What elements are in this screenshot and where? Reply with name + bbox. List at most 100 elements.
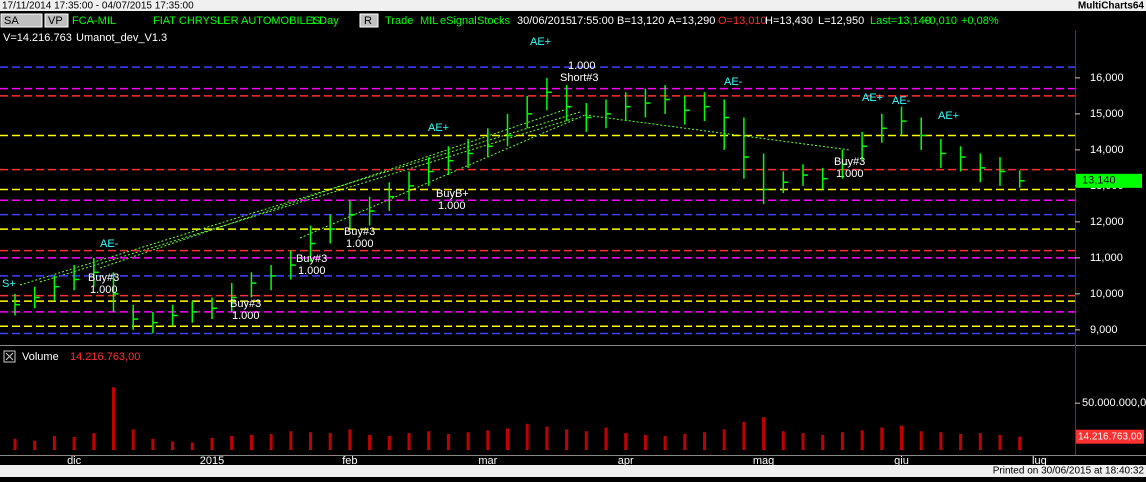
volume-bar xyxy=(624,433,628,450)
volume-bar xyxy=(683,434,687,450)
volume-bar xyxy=(584,431,588,450)
toolbar-button[interactable] xyxy=(0,13,43,28)
x-tick-label: dic xyxy=(67,455,82,467)
volume-bar xyxy=(840,432,844,450)
volume-bar xyxy=(427,431,431,450)
x-tick-label: mar xyxy=(478,455,497,467)
volume-bar xyxy=(959,434,963,450)
annotation: AE+ xyxy=(428,122,449,134)
volume-bar xyxy=(801,433,805,450)
volume-bar xyxy=(368,435,372,450)
volume-bar xyxy=(1018,436,1022,450)
volume-bar xyxy=(171,441,175,450)
close-box[interactable] xyxy=(3,350,16,363)
annotation: Buy#3 xyxy=(834,156,865,168)
annotation: 1.000 xyxy=(836,168,864,180)
y-tick-label: 10,000 xyxy=(1090,288,1124,300)
annotation: AE+ xyxy=(862,92,883,104)
close-icon xyxy=(5,352,14,361)
toolbar-item: MIL xyxy=(420,15,438,27)
toolbar-button[interactable] xyxy=(359,13,379,28)
annotation: 1.000 xyxy=(346,238,374,250)
volume-bar xyxy=(722,429,726,450)
toolbar-item: 30/06/2015 xyxy=(517,15,572,27)
last-price-box xyxy=(1076,173,1142,188)
volume-bar xyxy=(466,432,470,450)
annotation: AE- xyxy=(100,238,119,250)
toolbar-item: H=13,430 xyxy=(765,15,813,27)
volume-bar xyxy=(151,438,155,450)
x-tick-label: feb xyxy=(342,455,357,467)
toolbar-item[interactable]: SA xyxy=(4,15,19,27)
annotation: AE+ xyxy=(530,36,551,48)
annotation: Buy#3 xyxy=(344,226,375,238)
x-tick-label: 2015 xyxy=(200,455,224,467)
volume-bar xyxy=(446,434,450,450)
annotation: 1.000 xyxy=(568,60,596,72)
footer-bar xyxy=(0,465,1146,477)
annotation: Buy#3 xyxy=(296,253,327,265)
annotation: 1.000 xyxy=(438,200,466,212)
volume-bar xyxy=(703,432,706,450)
volume-bar xyxy=(92,433,96,450)
toolbar-item: +0,010 xyxy=(923,15,957,27)
volume-bar xyxy=(328,433,332,450)
volume-bar xyxy=(604,427,608,450)
footer: Printed on 30/06/2015 at 18:40:32 xyxy=(993,466,1145,477)
volume-title: Volume xyxy=(22,351,59,363)
toolbar-item: +0,08% xyxy=(961,15,999,27)
volume-bar xyxy=(72,436,76,450)
volume-bar xyxy=(525,423,529,450)
annotation: BuyB+ xyxy=(436,188,469,200)
x-tick-label: mag xyxy=(753,455,774,467)
volume-bar xyxy=(860,430,864,450)
x-tick-label: giu xyxy=(894,455,909,467)
volume-bar xyxy=(900,425,903,450)
toolbar-item: eSignal xyxy=(440,15,477,27)
volume-bar xyxy=(545,426,549,450)
toolbar-item: Trade xyxy=(385,15,413,27)
toolbar-item: O=13,010 xyxy=(718,15,767,27)
toolbar-item: 1 Day xyxy=(310,15,339,27)
volume-bar xyxy=(919,431,923,450)
y-tick-label: 12,000 xyxy=(1090,216,1124,228)
annotation: Buy#3 xyxy=(88,272,119,284)
y-tick-label: 9,000 xyxy=(1090,324,1118,336)
last-price-label: 13,140 xyxy=(1082,175,1116,187)
volume-bar xyxy=(486,430,490,450)
volume-bar xyxy=(131,429,135,450)
title-bar xyxy=(0,0,1146,11)
volume-bar xyxy=(880,427,884,450)
annotation: AE- xyxy=(892,95,911,107)
info-study: Umanot_dev_V1.3 xyxy=(76,32,167,44)
volume-bar xyxy=(33,440,37,450)
toolbar-item[interactable]: VP xyxy=(48,15,63,27)
last-volume-box xyxy=(1076,429,1144,444)
last-volume-label: 14.216.763,00 xyxy=(1078,431,1142,442)
annotation: AE- xyxy=(724,76,743,88)
y-tick-label: 11,000 xyxy=(1090,252,1123,264)
volume-bar xyxy=(742,421,746,450)
volume-bar xyxy=(781,431,785,450)
annotation: S+ xyxy=(2,278,16,290)
toolbar-item: FCA-MIL xyxy=(72,15,116,27)
volume-bar xyxy=(506,428,509,450)
volume-bar xyxy=(249,435,253,450)
toolbar-button[interactable] xyxy=(44,13,69,28)
toolbar-item: Last=13,140 xyxy=(870,15,931,27)
toolbar-item: A=13,290 xyxy=(668,15,715,27)
x-tick-label: apr xyxy=(618,455,634,467)
window-range: 17/11/2014 17:35:00 - 04/07/2015 17:35:0… xyxy=(2,1,194,12)
volume-bar xyxy=(230,435,234,450)
toolbar-item: L=12,950 xyxy=(818,15,864,27)
volume-bar xyxy=(643,435,647,450)
volume-bar xyxy=(998,435,1002,450)
toolbar-item: B=13,120 xyxy=(617,15,664,27)
volume-bar xyxy=(939,432,943,450)
volume-bar xyxy=(821,435,825,450)
toolbar-item[interactable]: R xyxy=(364,15,372,27)
volume-bar xyxy=(978,433,982,450)
toolbar-item: FIAT CHRYSLER AUTOMOBILES xyxy=(153,15,320,27)
annotation: Short#3 xyxy=(560,72,599,84)
